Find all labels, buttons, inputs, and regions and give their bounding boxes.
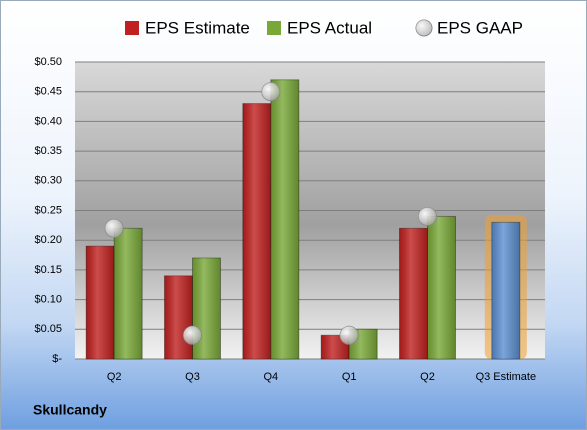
legend-label: EPS Estimate xyxy=(145,18,250,37)
y-tick-label: $0.20 xyxy=(34,234,62,246)
legend-label: EPS Actual xyxy=(287,18,372,37)
y-tick-label: $0.10 xyxy=(34,294,62,306)
bar-shine xyxy=(192,258,221,359)
y-tick-label: $0.40 xyxy=(34,115,62,127)
point-shine xyxy=(418,207,437,226)
legend-shine xyxy=(416,20,432,36)
point-shine xyxy=(183,326,202,345)
y-tick-label: $0.25 xyxy=(34,204,62,216)
y-tick-label: $0.50 xyxy=(34,56,62,68)
x-tick-label: Q1 xyxy=(342,371,357,383)
x-tick-label: Q3 xyxy=(185,371,200,383)
x-tick-label: Q3 Estimate xyxy=(476,371,537,383)
y-tick-label: $0.35 xyxy=(34,145,62,157)
bar-shine xyxy=(399,228,428,359)
legend-label: EPS GAAP xyxy=(437,18,523,37)
x-tick-label: Q2 xyxy=(107,371,122,383)
point-shine xyxy=(105,219,124,238)
footer: Skullcandy xyxy=(33,402,107,418)
x-tick-label: Q2 xyxy=(420,371,435,383)
y-tick-label: $0.05 xyxy=(34,323,62,335)
legend-marker xyxy=(125,21,139,35)
bar-shine xyxy=(164,275,193,359)
bar-shine xyxy=(242,103,271,359)
y-tick-label: $0.30 xyxy=(34,175,62,187)
bar-shine xyxy=(86,246,115,359)
y-tick-label: $0.45 xyxy=(34,86,62,98)
bar-shine xyxy=(427,216,456,359)
x-tick-label: Q4 xyxy=(263,371,278,383)
point-shine xyxy=(261,82,280,101)
bar-shine xyxy=(491,222,520,359)
y-tick-label: $- xyxy=(52,353,62,365)
bar-shine xyxy=(114,228,143,359)
bar-shine xyxy=(270,79,299,359)
y-tick-label: $0.15 xyxy=(34,264,62,276)
point-shine xyxy=(340,326,359,345)
legend-marker xyxy=(267,21,281,35)
